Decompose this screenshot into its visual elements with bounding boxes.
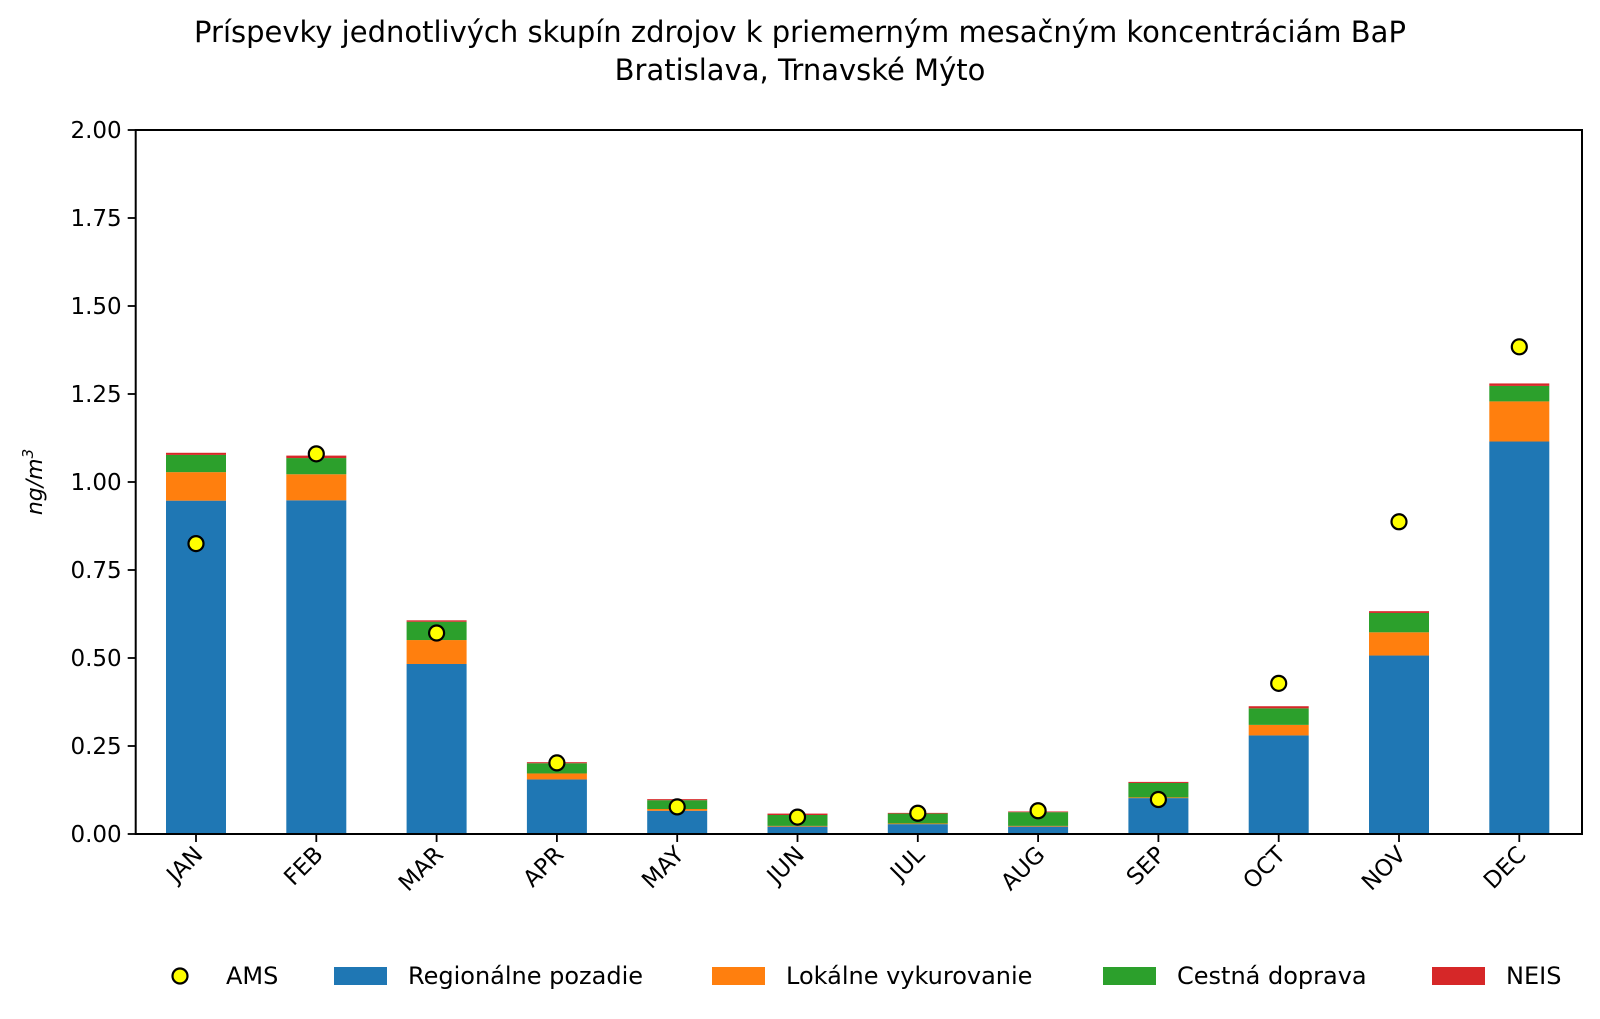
bar-segment-mar-0: [406, 663, 467, 834]
y-tick-label: 1.00: [70, 470, 121, 496]
bar-segment-jul-1: [887, 823, 948, 825]
legend-label-2: Cestná doprava: [1177, 962, 1367, 990]
legend-swatch-2: [1103, 967, 1156, 985]
legend-swatch-3: [1432, 967, 1485, 985]
x-tick-label-mar: MAR: [394, 842, 449, 897]
x-tick-label-apr: APR: [519, 842, 570, 893]
x-tick-label-jul: JUL: [884, 842, 930, 888]
bar-segment-apr-1: [526, 773, 587, 780]
x-tick-label-jan: JAN: [161, 842, 209, 890]
ams-points-layer: [187, 338, 1528, 826]
ams-point-jun: [788, 808, 807, 826]
bar-segment-sep-2: [1128, 782, 1189, 798]
ams-point-aug: [1029, 802, 1047, 820]
bar-segment-feb-0: [286, 500, 347, 834]
plot-frame: [134, 129, 1584, 835]
bar-segment-jun-0: [767, 826, 828, 834]
chart-title: Príspevky jednotlivých skupín zdrojov k …: [194, 15, 1406, 49]
bar-segment-nov-1: [1369, 632, 1429, 656]
x-tick-label-dec: DEC: [1479, 842, 1532, 895]
ams-point-mar: [428, 624, 446, 642]
x-tick-label-nov: NOV: [1357, 842, 1411, 896]
bar-segment-nov-0: [1369, 655, 1429, 834]
bar-segment-nov-2: [1369, 612, 1429, 633]
bar-segment-dec-1: [1489, 401, 1550, 442]
bar-segment-sep-3: [1128, 781, 1189, 783]
bar-segment-dec-3: [1489, 383, 1550, 386]
ams-point-may: [668, 798, 686, 816]
bars-layer: [166, 383, 1550, 834]
legend: AMS Regionálne pozadie Lokálne vykurovanie…: [171, 962, 1561, 990]
y-axis: 0.00 0.25 0.50 0.75 1.00 1.25 1.50 1.75 2.00: [70, 118, 136, 848]
bar-segment-jan-1: [166, 472, 226, 501]
bar-segment-jul-0: [887, 824, 948, 834]
bar-segment-jun-1: [767, 825, 828, 827]
bar-segment-dec-0: [1489, 441, 1550, 834]
bar-segment-jan-3: [166, 452, 226, 455]
y-axis-label-base: ng/m: [23, 458, 48, 515]
ams-point-feb: [307, 445, 325, 463]
y-tick-label: 1.75: [70, 206, 121, 232]
ams-point-apr: [548, 754, 566, 772]
ams-point-sep: [1149, 790, 1168, 809]
svg-text:ng/m3: ng/m3: [19, 449, 48, 515]
x-tick-label-oct: OCT: [1238, 841, 1291, 894]
bar-segment-aug-1: [1008, 825, 1069, 827]
bar-segment-oct-1: [1248, 724, 1309, 736]
y-tick-label: 0.00: [70, 822, 121, 848]
x-tick-label-jun: JUN: [761, 842, 810, 891]
legend-marker-ams: [171, 967, 189, 985]
ams-point-jan: [187, 534, 205, 553]
bar-segment-aug-0: [1008, 826, 1069, 834]
y-tick-label: 0.75: [70, 558, 121, 584]
bar-segment-may-0: [647, 810, 708, 834]
bar-segment-feb-2: [286, 458, 347, 475]
bar-segment-oct-3: [1248, 706, 1309, 709]
x-tick-label-sep: SEP: [1122, 842, 1171, 891]
bar-segment-oct-2: [1248, 708, 1309, 725]
ams-point-dec: [1510, 338, 1528, 356]
bar-segment-dec-2: [1489, 385, 1550, 402]
legend-label-ams: AMS: [226, 962, 278, 990]
bar-segment-jan-2: [166, 454, 226, 473]
bar-segment-oct-0: [1248, 735, 1309, 834]
x-tick-label-feb: FEB: [279, 842, 328, 891]
y-tick-label: 1.50: [70, 294, 121, 320]
x-axis: JAN FEB MAR APR MAY JUN JUL AUG SEP OCT NOV DEC: [161, 834, 1532, 897]
legend-label-0: Regionálne pozadie: [408, 962, 643, 990]
ams-point-nov: [1390, 513, 1408, 531]
ams-point-oct: [1270, 674, 1288, 692]
y-axis-label: ng/m3: [19, 449, 48, 515]
ams-point-jul: [909, 804, 927, 822]
bar-segment-jan-0: [166, 500, 226, 834]
bar-segment-nov-3: [1369, 611, 1429, 613]
legend-label-1: Lokálne vykurovanie: [786, 962, 1032, 990]
y-tick-label: 0.25: [70, 734, 121, 760]
y-axis-label-sup: 3: [19, 449, 37, 459]
y-tick-label: 2.00: [70, 118, 121, 144]
legend-label-3: NEIS: [1506, 962, 1561, 990]
x-tick-label-may: MAY: [637, 841, 690, 894]
chart-subtitle: Bratislava, Trnavské Mýto: [615, 53, 986, 87]
legend-swatch-1: [712, 967, 765, 985]
bar-segment-apr-0: [526, 779, 587, 834]
bar-segment-feb-1: [286, 474, 347, 501]
legend-swatch-0: [334, 967, 387, 985]
y-tick-label: 0.50: [70, 646, 121, 672]
x-tick-label-aug: AUG: [996, 842, 1050, 896]
bar-segment-mar-3: [406, 620, 467, 622]
y-tick-label: 1.25: [70, 382, 121, 408]
bar-segment-mar-1: [406, 640, 467, 664]
